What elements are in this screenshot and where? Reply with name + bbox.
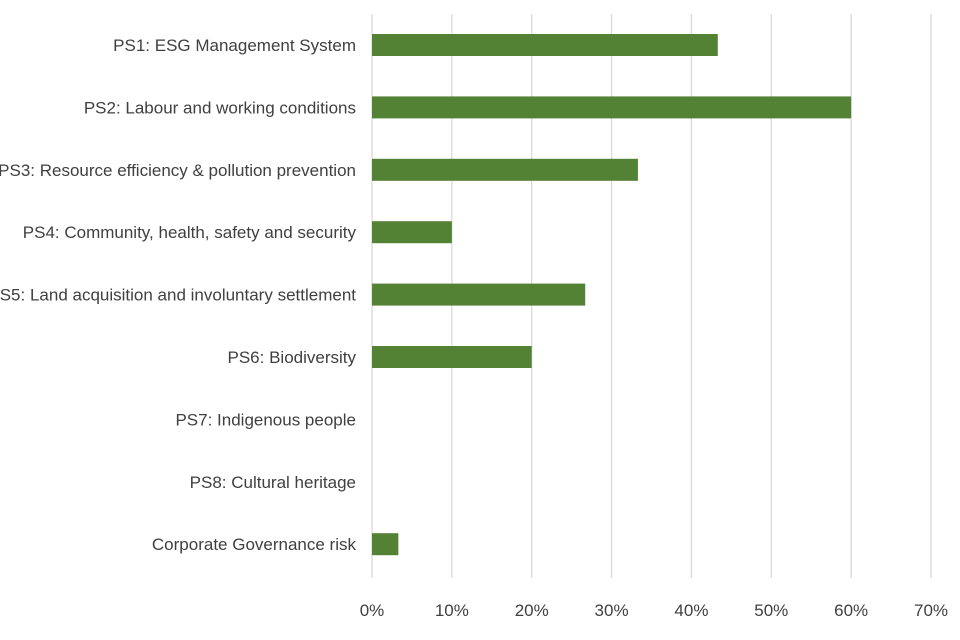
category-label: PS1: ESG Management System xyxy=(113,36,356,55)
x-tick-label: 0% xyxy=(360,601,385,620)
category-labels: PS1: ESG Management System PS2: Labour an… xyxy=(0,36,356,554)
category-label: PS4: Community, health, safety and secur… xyxy=(23,223,357,242)
x-tick-label: 40% xyxy=(674,601,708,620)
category-label: PS3: Resource efficiency & pollution pre… xyxy=(0,161,356,180)
bar xyxy=(372,221,452,244)
bar xyxy=(372,533,399,556)
bar xyxy=(372,158,638,181)
category-label: PS8: Cultural heritage xyxy=(190,473,356,492)
bar-layer xyxy=(372,34,852,556)
category-label: PS7: Indigenous people xyxy=(175,410,356,429)
x-axis-tick-labels: 0% 10% 20% 30% 40% 50% 60% 70% xyxy=(360,601,948,620)
bar xyxy=(372,346,532,368)
bar xyxy=(372,34,718,56)
category-label: PS6: Biodiversity xyxy=(228,348,357,367)
x-tick-label: 60% xyxy=(834,601,868,620)
category-label: PS5: Land acquisition and involuntary se… xyxy=(0,286,356,305)
x-tick-label: 50% xyxy=(754,601,788,620)
category-label: PS2: Labour and working conditions xyxy=(84,98,356,117)
x-tick-label: 20% xyxy=(515,601,549,620)
category-label: Corporate Governance risk xyxy=(152,535,357,554)
x-tick-label: 30% xyxy=(595,601,629,620)
bar xyxy=(372,96,852,119)
x-tick-label: 70% xyxy=(914,601,948,620)
x-tick-label: 10% xyxy=(435,601,469,620)
bar xyxy=(372,283,586,306)
